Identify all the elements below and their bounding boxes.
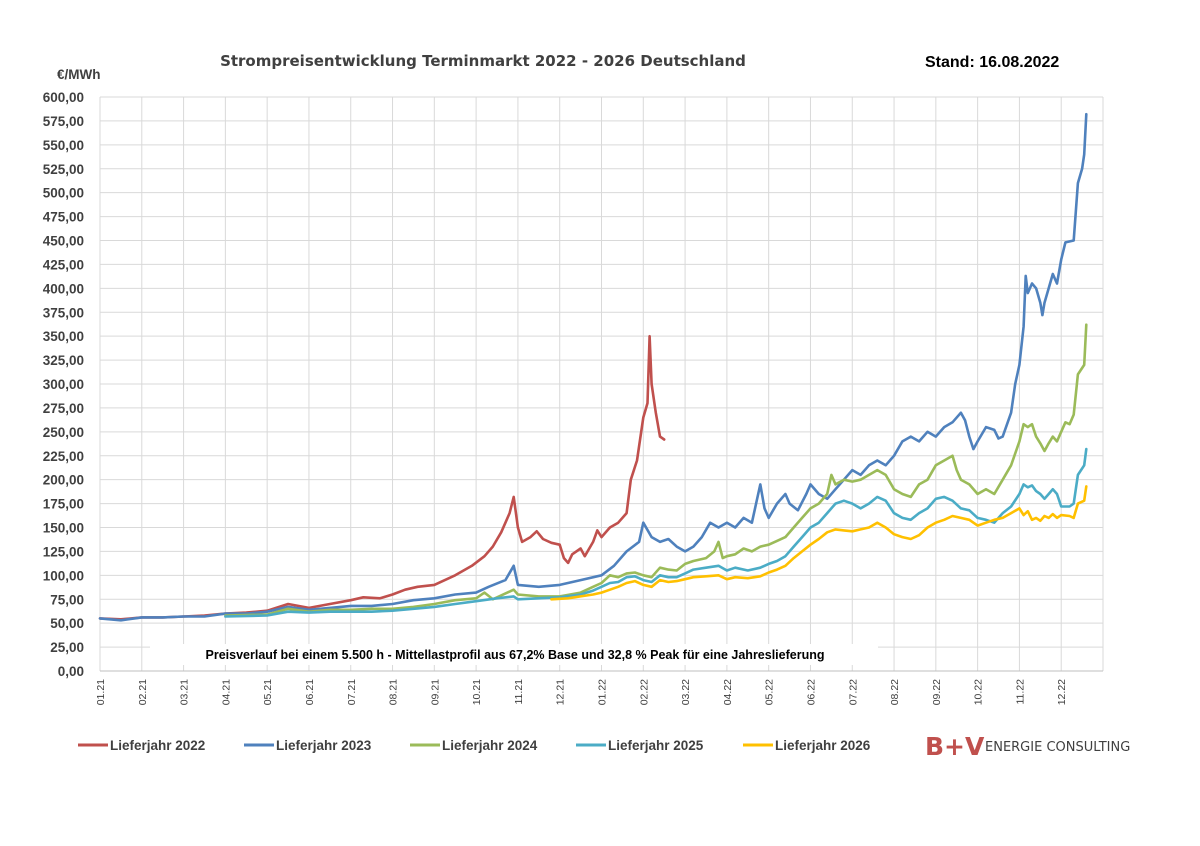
legend-label: Lieferjahr 2026 (775, 738, 871, 753)
x-tick-label: 11.21 (513, 679, 525, 705)
x-tick-label: 01.22 (597, 679, 609, 705)
x-tick-label: 11.22 (1014, 679, 1026, 705)
x-tick-label: 04.21 (220, 679, 232, 705)
y-tick-label: 500,00 (43, 186, 84, 201)
x-tick-label: 08.22 (889, 679, 901, 705)
brand-logo: B+V ENERGIE CONSULTING (925, 732, 1130, 761)
legend-label: Lieferjahr 2023 (276, 738, 372, 753)
y-tick-label: 575,00 (43, 114, 84, 129)
x-tick-label: 04.22 (722, 679, 734, 705)
x-tick-label: 09.22 (931, 679, 943, 705)
y-tick-label: 350,00 (43, 329, 84, 344)
y-tick-label: 550,00 (43, 138, 84, 153)
y-tick-label: 250,00 (43, 425, 84, 440)
y-axis-label: €/MWh (57, 67, 101, 82)
x-tick-label: 03.21 (179, 679, 191, 705)
x-tick-label: 12.21 (555, 679, 567, 705)
x-tick-labels: 01.21 02.21 03.21 04.21 05.21 06.21 07.21 08.21… (95, 679, 1068, 705)
legend-label: Lieferjahr 2024 (442, 738, 538, 753)
series-line-5 (550, 485, 1088, 601)
series-line-1 (98, 334, 666, 621)
x-tick-label: 12.22 (1056, 679, 1068, 705)
x-tick-label: 09.21 (429, 679, 441, 705)
y-tick-label: 400,00 (43, 281, 84, 296)
y-tick-label: 425,00 (43, 257, 84, 272)
series-line-2 (98, 112, 1088, 622)
y-tick-label: 475,00 (43, 210, 84, 225)
x-tick-label: 07.22 (847, 679, 859, 705)
y-tick-label: 275,00 (43, 401, 84, 416)
logo-text: ENERGIE CONSULTING (985, 740, 1130, 755)
y-tick-label: 600,00 (43, 90, 84, 105)
x-tick-label: 03.22 (680, 679, 692, 705)
y-tick-label: 25,00 (50, 640, 84, 655)
x-tick-label: 05.21 (262, 679, 274, 705)
chart-title: Strompreisentwicklung Terminmarkt 2022 -… (220, 52, 746, 70)
x-tick-label: 07.21 (346, 679, 358, 705)
x-tick-label: 02.22 (638, 679, 650, 705)
x-tick-label: 06.22 (805, 679, 817, 705)
x-tick-label: 05.22 (764, 679, 776, 705)
legend-label: Lieferjahr 2022 (110, 738, 205, 753)
series-line-3 (224, 323, 1088, 617)
x-tick-label: 02.21 (137, 679, 149, 705)
y-tick-label: 300,00 (43, 377, 84, 392)
y-tick-label: 175,00 (43, 497, 84, 512)
x-tick-label: 06.21 (304, 679, 316, 705)
logo-mark: B+V (925, 732, 985, 761)
y-tick-label: 525,00 (43, 162, 84, 177)
y-tick-label: 150,00 (43, 521, 84, 536)
y-tick-label: 100,00 (43, 568, 84, 583)
y-tick-label: 125,00 (43, 544, 84, 559)
y-tick-label: 0,00 (58, 664, 84, 679)
legend-label: Lieferjahr 2025 (608, 738, 704, 753)
legend: Lieferjahr 2022 Lieferjahr 2023 Lieferjahr… (78, 738, 871, 753)
stand-date: Stand: 16.08.2022 (925, 54, 1059, 71)
profile-note: Preisverlauf bei einem 5.500 h - Mittell… (206, 648, 825, 662)
y-tick-label: 375,00 (43, 305, 84, 320)
y-tick-labels: 0,00 25,00 50,00 75,00 100,00 125,00 150,00 175… (43, 90, 84, 679)
y-tick-label: 75,00 (50, 592, 84, 607)
series-line-4 (224, 447, 1088, 618)
x-tick-label: 10.22 (973, 679, 985, 705)
y-tick-label: 50,00 (50, 616, 84, 631)
y-tick-label: 325,00 (43, 353, 84, 368)
y-tick-label: 450,00 (43, 234, 84, 249)
x-tick-label: 10.21 (471, 679, 483, 705)
series-lines (98, 112, 1088, 622)
x-tick-label: 01.21 (95, 679, 107, 705)
x-tick-label: 08.21 (388, 679, 400, 705)
y-tick-label: 200,00 (43, 473, 84, 488)
y-tick-label: 225,00 (43, 449, 84, 464)
